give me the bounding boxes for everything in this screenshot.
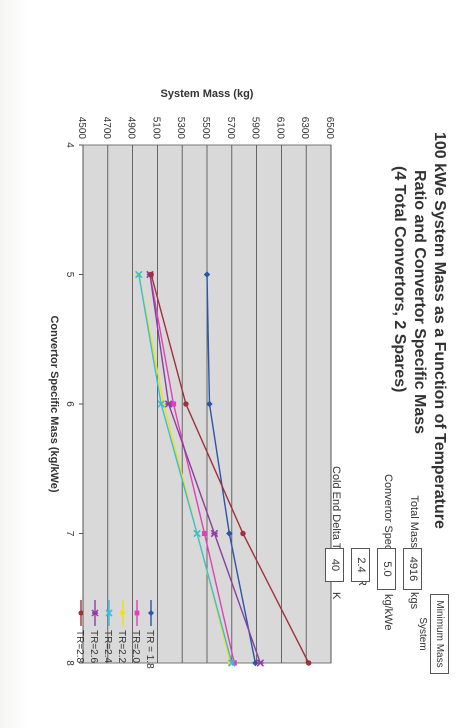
param-label: Cold End Delta T (330, 466, 342, 550)
series-line (150, 274, 310, 664)
data-point (120, 610, 126, 616)
param-value-box: 40 (325, 548, 344, 582)
data-point (210, 529, 219, 538)
series-line (138, 274, 233, 664)
data-point (183, 401, 189, 407)
param-value-box: 5.0 (377, 548, 396, 590)
x-tick-label: 8 (64, 660, 75, 666)
data-point (157, 400, 165, 408)
param-unit: kgs (408, 592, 420, 610)
param-value-box: 2.4 (351, 548, 370, 582)
x-tick-label: 5 (64, 272, 75, 278)
chart-title-line: Ratio and Convertor Specific Mass (411, 170, 428, 434)
y-tick-label: 5500 (200, 117, 211, 140)
minimum-mass-system-box: Minimum Mass System (417, 594, 449, 674)
data-point (148, 610, 154, 616)
data-point (170, 401, 177, 407)
y-tick-label: 5900 (250, 117, 261, 140)
legend-label: TR=2.2 (116, 630, 127, 664)
param-unit: K (330, 592, 342, 600)
data-point (91, 609, 99, 617)
data-point (134, 610, 140, 616)
data-point (256, 659, 265, 667)
series-line (149, 274, 235, 664)
param-unit: kg/kWe (382, 594, 394, 631)
chart-title-line: (4 Total Convertors, 2 Spares) (391, 166, 408, 392)
data-point (193, 529, 201, 538)
data-point (105, 609, 113, 617)
y-tick-label: 4500 (76, 117, 87, 140)
data-point (240, 530, 246, 537)
x-tick-label: 4 (64, 142, 75, 148)
series-line (206, 274, 257, 664)
data-point (305, 660, 312, 666)
data-point (226, 530, 233, 537)
x-tick-label: 6 (64, 401, 75, 407)
y-tick-label: 6300 (299, 117, 310, 140)
data-point (203, 271, 211, 278)
y-tick-label: 6100 (274, 117, 285, 140)
data-point (164, 400, 173, 408)
legend-label: TR=2.4 (102, 630, 113, 664)
y-tick-label: 5300 (175, 117, 186, 140)
legend-label: TR=2.6 (88, 630, 99, 664)
param-label: Total Mass (408, 495, 420, 548)
data-point (201, 530, 208, 537)
y-tick-label: 4700 (101, 117, 112, 140)
y-axis-label: System Mass (kg) (161, 88, 254, 100)
data-point (148, 271, 154, 278)
y-tick-label: 4900 (126, 117, 137, 140)
y-tick-label: 5100 (150, 117, 161, 140)
param-label: Convertor Spec Mass (382, 474, 394, 580)
x-tick-label: 7 (64, 531, 75, 537)
data-point (252, 659, 259, 667)
chart-title-line: 100 kWe System Mass as a Function of Tem… (431, 132, 448, 529)
legend-label: TR = 1.8 (144, 630, 155, 669)
x-axis-label: Convertor Specific Mass (kg/kWe) (48, 315, 60, 492)
data-point (228, 659, 236, 667)
param-value-box: 4916 (403, 548, 422, 590)
legend-label: TR=2.8 (74, 630, 85, 664)
data-point (78, 610, 84, 616)
data-point (135, 270, 143, 279)
y-tick-label: 6500 (324, 117, 335, 140)
y-tick-label: 5700 (225, 117, 236, 140)
legend-label: TR=2.0 (130, 630, 141, 664)
data-point (206, 400, 213, 408)
series-line (149, 274, 261, 664)
